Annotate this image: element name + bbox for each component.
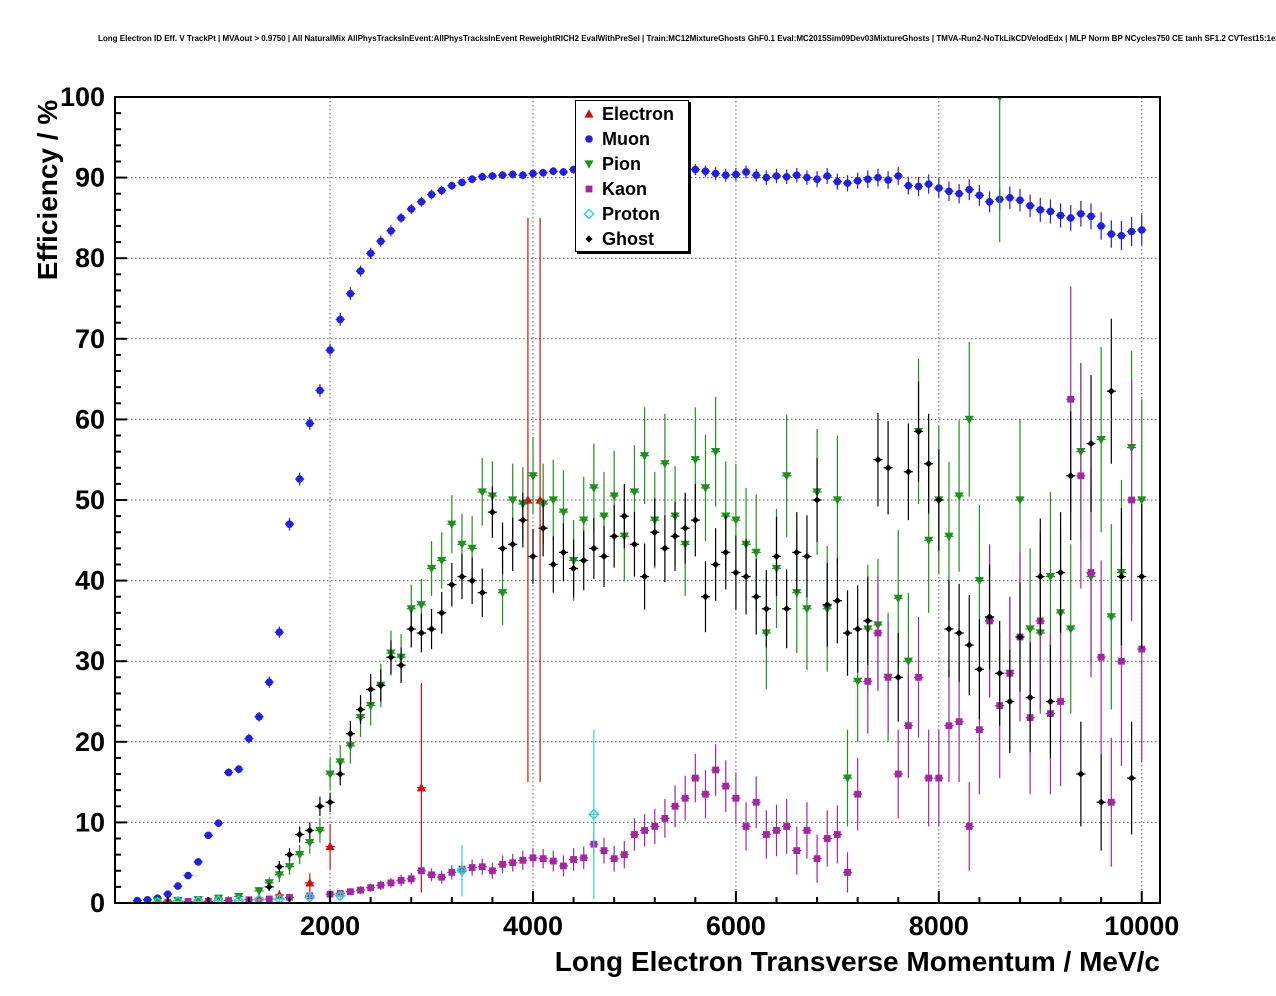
legend-entry-proton: Proton: [576, 201, 688, 226]
muon-marker-icon: [585, 134, 593, 143]
legend-entry-kaon: Kaon: [576, 176, 688, 201]
kaon-marker-icon: [585, 185, 593, 192]
legend-label: Ghost: [602, 228, 654, 249]
y-tick-label: 10: [75, 807, 105, 837]
legend-label: Muon: [602, 128, 650, 149]
series-proton: [152, 729, 600, 903]
legend-entry-electron: Electron: [576, 101, 688, 126]
y-tick-label: 0: [90, 888, 105, 918]
x-axis-title: Long Electron Transverse Momentum / MeV/…: [554, 946, 1160, 977]
electron-marker-icon: [584, 108, 594, 118]
tick-labels: 0 10 20 30 40 50 60 70 80 90 100 2000 4000 6000 8000 10…: [60, 82, 1179, 941]
y-tick-label: 20: [75, 727, 105, 757]
series-electron: [163, 217, 545, 903]
legend: Electron Muon Pion Kaon Proton Ghost: [575, 100, 689, 252]
series-muon: [132, 162, 1147, 903]
legend-entry-muon: Muon: [576, 126, 688, 151]
x-tick-label: 8000: [909, 911, 969, 941]
plot-header-title: Long Electron ID Eff. V TrackPt | MVAout…: [98, 34, 1276, 43]
x-tick-label: 2000: [300, 911, 360, 941]
y-tick-label: 100: [60, 82, 105, 112]
x-tick-label: 4000: [503, 911, 563, 941]
legend-entry-pion: Pion: [576, 151, 688, 176]
y-tick-label: 40: [75, 566, 105, 596]
ghost-marker-icon: [585, 234, 593, 243]
pion-marker-icon: [584, 159, 594, 169]
y-tick-label: 90: [75, 163, 105, 193]
y-tick-label: 70: [75, 324, 105, 354]
y-tick-label: 80: [75, 243, 105, 273]
proton-marker-icon: [583, 207, 595, 220]
axis-ticks: [115, 96, 1143, 904]
legend-label: Pion: [602, 153, 641, 174]
x-tick-label: 6000: [706, 911, 766, 941]
y-tick-label: 50: [75, 485, 105, 515]
legend-label: Kaon: [602, 178, 647, 199]
legend-entry-ghost: Ghost: [576, 226, 688, 251]
series-kaon: [163, 286, 1147, 903]
legend-label: Proton: [602, 203, 660, 224]
y-tick-label: 60: [75, 404, 105, 434]
series-ghost: [264, 318, 1147, 891]
x-tick-label: 10000: [1104, 911, 1179, 941]
y-axis-title: Efficiency / %: [32, 99, 63, 281]
y-tick-label: 30: [75, 646, 105, 676]
legend-label: Electron: [602, 103, 675, 124]
